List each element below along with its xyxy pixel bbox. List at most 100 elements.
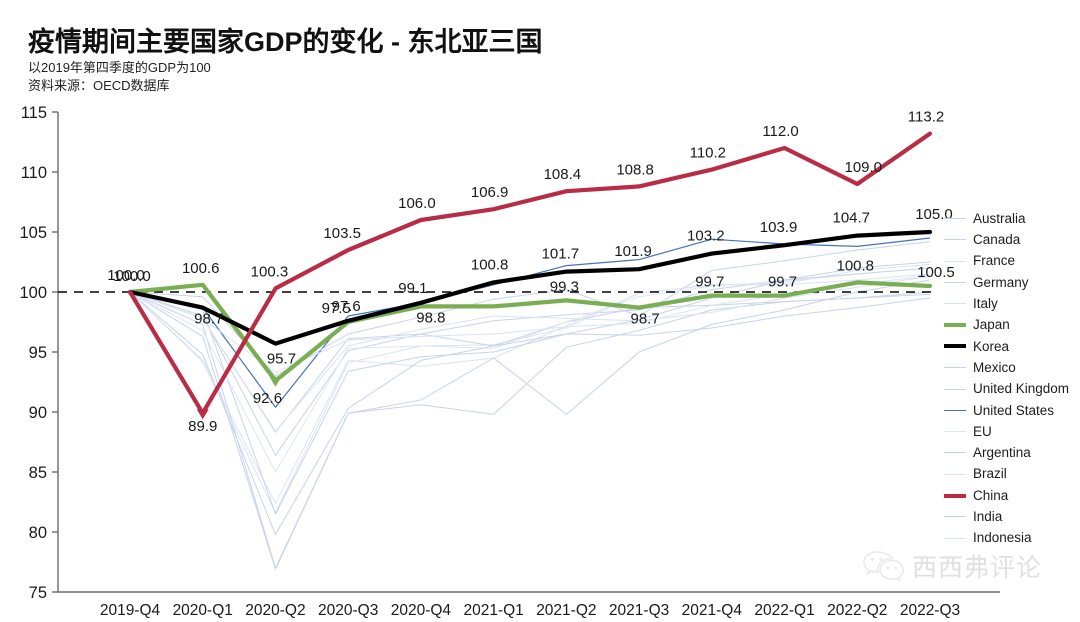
- data-label: 104.7: [832, 210, 870, 227]
- legend-label: EU: [973, 423, 992, 439]
- data-label: 92.6: [253, 390, 282, 407]
- data-label: 95.7: [267, 351, 296, 368]
- data-label: 103.2: [687, 228, 725, 245]
- chart-legend: Australia Canada France Germany Italy Japan Ko…: [944, 208, 1080, 549]
- data-label: 106.0: [398, 195, 436, 212]
- legend-label: Brazil: [973, 466, 1007, 482]
- data-label: 100.0: [107, 267, 145, 284]
- legend-item-united-kingdom[interactable]: United Kingdom: [944, 378, 1080, 399]
- x-tick-label: 2021-Q2: [536, 602, 596, 619]
- legend-label: France: [973, 253, 1016, 269]
- x-tick-label: 2020-Q2: [245, 602, 305, 619]
- legend-item-eu[interactable]: EU: [944, 421, 1080, 442]
- x-tick-label: 2021-Q3: [609, 602, 669, 619]
- legend-swatch: [944, 344, 966, 349]
- legend-item-united-states[interactable]: United States: [944, 400, 1080, 421]
- x-tick-label: 2022-Q2: [827, 602, 887, 619]
- series-line: [129, 291, 931, 515]
- japan-min-marker: [269, 376, 282, 387]
- data-label: 106.9: [471, 184, 509, 201]
- legend-item-australia[interactable]: Australia: [944, 208, 1080, 229]
- legend-swatch: [944, 388, 966, 390]
- x-tick-label: 2019-Q4: [100, 602, 161, 619]
- legend-label: Canada: [973, 232, 1021, 248]
- data-label: 100.3: [251, 263, 289, 280]
- legend-swatch: [944, 409, 966, 411]
- series-line: [129, 275, 931, 432]
- x-tick-label: 2020-Q1: [173, 602, 233, 619]
- legend-item-india[interactable]: India: [944, 506, 1080, 527]
- legend-swatch: [944, 303, 966, 305]
- data-label: 99.1: [398, 280, 427, 297]
- series-line-china: [127, 131, 933, 416]
- x-tick-label: 2021-Q1: [463, 602, 523, 619]
- y-tick-label: 85: [29, 464, 47, 482]
- legend-item-korea[interactable]: Korea: [944, 336, 1080, 357]
- legend-item-canada[interactable]: Canada: [944, 229, 1080, 250]
- data-label: 101.9: [614, 243, 652, 260]
- legend-swatch: [944, 493, 966, 498]
- y-tick-label: 90: [29, 404, 47, 422]
- legend-label: India: [973, 509, 1003, 525]
- x-tick-label: 2020-Q3: [318, 602, 378, 619]
- legend-item-italy[interactable]: Italy: [944, 293, 1080, 314]
- legend-label: United Kingdom: [973, 381, 1070, 397]
- x-tick-label: 2022-Q3: [900, 602, 960, 619]
- data-label: 100.6: [182, 260, 220, 277]
- legend-swatch: [944, 473, 966, 475]
- background-series-group: [129, 237, 931, 570]
- legend-item-china[interactable]: China: [944, 485, 1080, 506]
- data-label: 99.3: [550, 278, 579, 295]
- legend-item-indonesia[interactable]: Indonesia: [944, 527, 1080, 548]
- legend-item-mexico[interactable]: Mexico: [944, 357, 1080, 378]
- data-label: 103.5: [323, 225, 361, 242]
- data-label: 100.5: [917, 264, 955, 281]
- legend-item-germany[interactable]: Germany: [944, 272, 1080, 293]
- y-tick-label: 105: [19, 224, 47, 242]
- series-line: [129, 261, 931, 456]
- legend-item-brazil[interactable]: Brazil: [944, 464, 1080, 485]
- legend-label: Argentina: [973, 445, 1031, 461]
- series-line-korea: [127, 229, 933, 346]
- data-label: 97.6: [332, 298, 361, 315]
- series-line: [129, 267, 931, 535]
- data-label: 99.7: [695, 274, 724, 291]
- data-label: 100.8: [836, 257, 874, 274]
- data-label: 100.8: [471, 256, 509, 273]
- y-tick-label: 75: [29, 584, 47, 602]
- data-label: 110.2: [690, 145, 726, 162]
- x-tick-label: 2021-Q4: [682, 602, 743, 619]
- legend-label: Italy: [973, 296, 998, 312]
- data-label: 101.7: [542, 246, 580, 263]
- legend-swatch: [944, 218, 966, 220]
- x-tick-label: 2022-Q1: [754, 602, 814, 619]
- data-label: 97.5: [322, 300, 351, 317]
- legend-item-france[interactable]: France: [944, 251, 1080, 272]
- data-label: 109.0: [844, 159, 882, 176]
- legend-item-japan[interactable]: Japan: [944, 314, 1080, 335]
- data-label: 108.4: [544, 166, 582, 183]
- data-label: 103.9: [760, 219, 798, 236]
- china-min-marker: [196, 409, 209, 420]
- legend-swatch: [944, 452, 966, 454]
- y-tick-label: 95: [29, 344, 47, 362]
- legend-swatch: [944, 239, 966, 241]
- series-line: [129, 279, 931, 570]
- legend-label: Japan: [973, 317, 1010, 333]
- y-tick-label: 110: [21, 164, 47, 182]
- data-label: 108.8: [616, 161, 654, 178]
- legend-swatch: [944, 367, 966, 369]
- chart-source: 资料来源：OECD数据库: [28, 78, 170, 93]
- legend-label: United States: [973, 402, 1055, 418]
- legend-swatch: [944, 431, 966, 433]
- chart-subtitle: 以2019年第四季度的GDP为100: [28, 60, 211, 75]
- legend-item-argentina[interactable]: Argentina: [944, 442, 1080, 463]
- series-line: [129, 241, 931, 377]
- data-label: 98.7: [194, 311, 223, 328]
- legend-swatch: [944, 260, 966, 262]
- page-title: 疫情期间主要国家GDP的变化 - 东北亚三国: [28, 27, 543, 57]
- series-line-japan: [127, 280, 933, 383]
- legend-swatch: [944, 282, 966, 284]
